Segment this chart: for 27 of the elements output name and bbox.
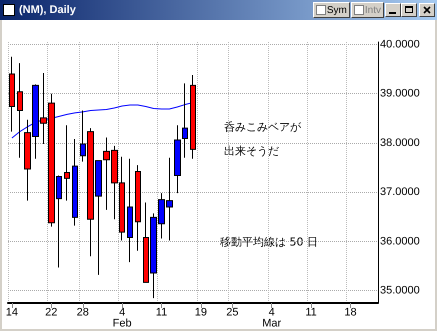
x-tick-label: 28 <box>76 306 89 318</box>
x-tick-label: 19 <box>194 306 207 318</box>
x-tick-label: 22 <box>45 306 58 318</box>
y-tick-label: 37.0000 <box>380 186 420 198</box>
x-tick-label: 11 <box>305 306 317 318</box>
y-tick-label: 39.0000 <box>380 88 420 100</box>
candlestick <box>64 124 70 202</box>
y-tick-label: 35.0000 <box>380 284 420 297</box>
x-tick-label: 4 Mar <box>262 306 282 330</box>
x-tick-label: 18 <box>344 306 357 318</box>
text: Intv <box>350 2 384 18</box>
x-tick-label: 4 Feb <box>112 306 132 330</box>
x-tick-label: 14 <box>6 306 18 318</box>
chart-title: (NM), Daily <box>19 4 77 16</box>
candlestick <box>135 164 141 252</box>
y-tick-label: 38.0000 <box>380 136 420 149</box>
x-tick-label: 11 <box>156 306 168 318</box>
y-tick-label: 40.0000 <box>380 38 420 50</box>
text: Sym <box>312 2 350 18</box>
candlestick <box>17 62 23 158</box>
candlestick <box>190 74 196 160</box>
x-tick-label: 25 <box>226 306 238 318</box>
candlestick <box>9 56 15 132</box>
candlestick <box>127 158 133 263</box>
y-tick-label: 36.0000 <box>380 235 420 248</box>
candlestick <box>174 124 181 194</box>
candlestick <box>72 138 78 226</box>
